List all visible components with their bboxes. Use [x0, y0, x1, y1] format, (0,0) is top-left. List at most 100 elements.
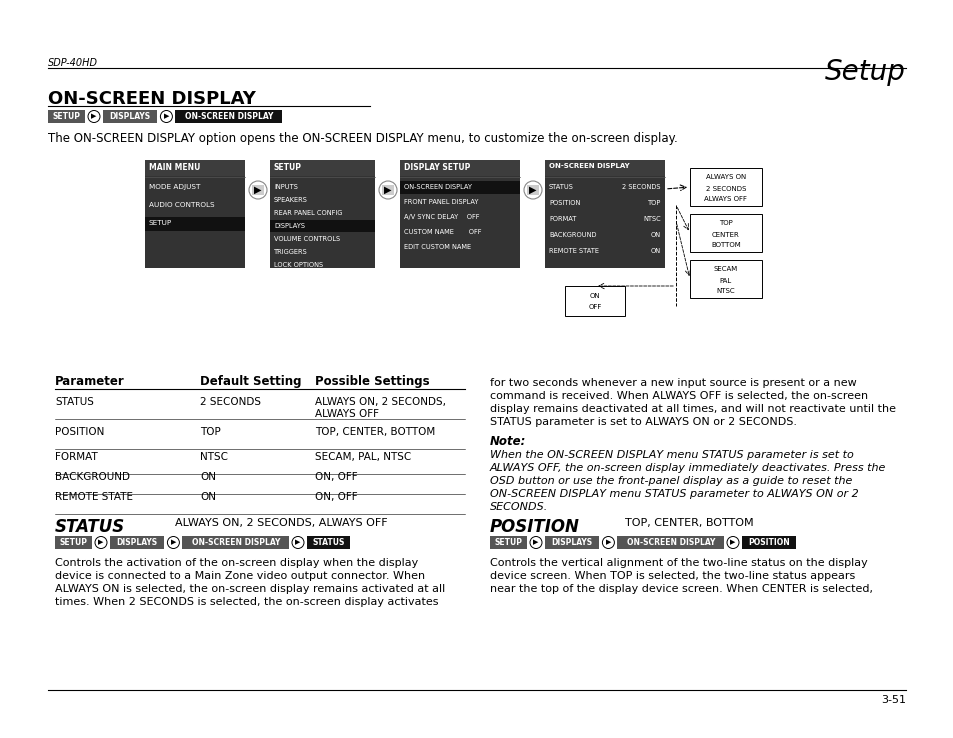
- Text: Controls the vertical alignment of the two-line status on the display: Controls the vertical alignment of the t…: [490, 558, 867, 568]
- Text: ALWAYS ON: ALWAYS ON: [705, 174, 745, 180]
- Text: MAIN MENU: MAIN MENU: [149, 163, 200, 172]
- Bar: [617, 536, 723, 549]
- Bar: [741, 536, 796, 549]
- Bar: [48, 110, 85, 123]
- Text: ON, OFF: ON, OFF: [314, 492, 357, 502]
- Text: PAL: PAL: [720, 278, 731, 284]
- Bar: [490, 536, 526, 549]
- Text: NTSC: NTSC: [716, 288, 735, 294]
- Text: SDP-40HD: SDP-40HD: [48, 58, 98, 68]
- Text: POSITION: POSITION: [55, 427, 104, 437]
- Text: ON: ON: [650, 248, 660, 254]
- Bar: [270, 220, 375, 232]
- Text: TOP: TOP: [200, 427, 220, 437]
- Text: ▶: ▶: [98, 539, 104, 545]
- Text: OSD button or use the front-panel display as a guide to reset the: OSD button or use the front-panel displa…: [490, 476, 851, 486]
- Text: SECAM: SECAM: [713, 266, 738, 272]
- Text: DISPLAYS: DISPLAYS: [274, 223, 305, 229]
- Bar: [145, 160, 245, 176]
- Text: TRIGGERS: TRIGGERS: [274, 249, 308, 255]
- Text: ALWAYS OFF, the on-screen display immediately deactivates. Press the: ALWAYS OFF, the on-screen display immedi…: [490, 463, 885, 473]
- Text: STATUS: STATUS: [55, 518, 125, 536]
- Bar: [399, 160, 519, 176]
- Text: BACKGROUND: BACKGROUND: [55, 472, 130, 482]
- Bar: [544, 160, 664, 176]
- Bar: [399, 160, 519, 268]
- Bar: [182, 536, 289, 549]
- Text: 2 SECONDS: 2 SECONDS: [622, 184, 660, 190]
- Text: SETUP: SETUP: [274, 163, 302, 172]
- Text: ON: ON: [650, 232, 660, 238]
- Text: SETUP: SETUP: [149, 220, 172, 226]
- Text: Note:: Note:: [490, 435, 526, 448]
- Text: The ON-SCREEN DISPLAY option opens the ON-SCREEN DISPLAY menu, to customize the : The ON-SCREEN DISPLAY option opens the O…: [48, 132, 677, 145]
- Text: device screen. When TOP is selected, the two-line status appears: device screen. When TOP is selected, the…: [490, 571, 854, 581]
- Bar: [689, 214, 761, 252]
- Bar: [270, 160, 375, 176]
- Text: TOP: TOP: [719, 220, 732, 226]
- Text: ON-SCREEN DISPLAY: ON-SCREEN DISPLAY: [403, 184, 472, 190]
- Text: TOP, CENTER, BOTTOM: TOP, CENTER, BOTTOM: [624, 518, 753, 528]
- Text: Possible Settings: Possible Settings: [314, 375, 429, 388]
- Text: display remains deactivated at all times, and will not reactivate until the: display remains deactivated at all times…: [490, 404, 895, 414]
- Text: NTSC: NTSC: [642, 216, 660, 222]
- Text: OFF: OFF: [588, 304, 601, 310]
- Text: Parameter: Parameter: [55, 375, 125, 388]
- Text: MODE ADJUST: MODE ADJUST: [149, 184, 200, 190]
- Text: REMOTE STATE: REMOTE STATE: [548, 248, 598, 254]
- Text: REAR PANEL CONFIG: REAR PANEL CONFIG: [274, 210, 342, 216]
- Text: command is received. When ALWAYS OFF is selected, the on-screen: command is received. When ALWAYS OFF is …: [490, 391, 867, 401]
- Text: ON: ON: [200, 492, 215, 502]
- Text: 2 SECONDS: 2 SECONDS: [705, 186, 745, 192]
- Text: DISPLAYS: DISPLAYS: [551, 538, 592, 547]
- Text: SECONDS.: SECONDS.: [490, 502, 548, 512]
- Text: ON: ON: [200, 472, 215, 482]
- Text: ▶: ▶: [164, 114, 169, 120]
- Text: DISPLAYS: DISPLAYS: [110, 112, 151, 121]
- Text: REMOTE STATE: REMOTE STATE: [55, 492, 132, 502]
- Text: A/V SYNC DELAY    OFF: A/V SYNC DELAY OFF: [403, 214, 479, 220]
- Text: SECAM, PAL, NTSC: SECAM, PAL, NTSC: [314, 452, 411, 462]
- Text: BOTTOM: BOTTOM: [710, 242, 740, 248]
- Text: ▶: ▶: [533, 539, 538, 545]
- Text: BACKGROUND: BACKGROUND: [548, 232, 596, 238]
- Text: SETUP: SETUP: [52, 112, 80, 121]
- Text: STATUS: STATUS: [312, 538, 344, 547]
- Bar: [55, 536, 91, 549]
- Bar: [399, 181, 519, 194]
- Text: DISPLAYS: DISPLAYS: [116, 538, 157, 547]
- Text: INPUTS: INPUTS: [274, 184, 297, 190]
- Bar: [145, 217, 245, 231]
- Text: ALWAYS OFF: ALWAYS OFF: [703, 196, 747, 202]
- Text: DISPLAY SETUP: DISPLAY SETUP: [403, 163, 470, 172]
- Bar: [689, 168, 761, 206]
- Text: POSITION: POSITION: [490, 518, 579, 536]
- Text: ▶: ▶: [295, 539, 300, 545]
- Text: TOP, CENTER, BOTTOM: TOP, CENTER, BOTTOM: [314, 427, 435, 437]
- Text: ON-SCREEN DISPLAY: ON-SCREEN DISPLAY: [192, 538, 279, 547]
- Bar: [564, 286, 624, 316]
- Text: SETUP: SETUP: [494, 538, 522, 547]
- Text: Default Setting: Default Setting: [200, 375, 301, 388]
- Text: near the top of the display device screen. When CENTER is selected,: near the top of the display device scree…: [490, 584, 872, 594]
- Text: ON: ON: [589, 293, 599, 299]
- Bar: [103, 110, 157, 123]
- Text: ▶: ▶: [529, 185, 537, 195]
- Text: AUDIO CONTROLS: AUDIO CONTROLS: [149, 202, 214, 208]
- Bar: [252, 185, 264, 195]
- Text: ▶: ▶: [171, 539, 176, 545]
- Text: ON-SCREEN DISPLAY: ON-SCREEN DISPLAY: [548, 163, 629, 169]
- Text: ▶: ▶: [384, 185, 392, 195]
- Text: ▶: ▶: [605, 539, 611, 545]
- Text: VOLUME CONTROLS: VOLUME CONTROLS: [274, 236, 340, 242]
- Text: CUSTOM NAME       OFF: CUSTOM NAME OFF: [403, 229, 481, 235]
- Text: ▶: ▶: [730, 539, 735, 545]
- Bar: [689, 260, 761, 298]
- Bar: [307, 536, 350, 549]
- Text: CENTER: CENTER: [711, 232, 740, 238]
- Text: EDIT CUSTOM NAME: EDIT CUSTOM NAME: [403, 244, 471, 250]
- Text: FORMAT: FORMAT: [55, 452, 97, 462]
- Text: STATUS parameter is set to ALWAYS ON or 2 SECONDS.: STATUS parameter is set to ALWAYS ON or …: [490, 417, 796, 427]
- Text: LOCK OPTIONS: LOCK OPTIONS: [274, 262, 323, 268]
- Text: ALWAYS OFF: ALWAYS OFF: [314, 409, 378, 419]
